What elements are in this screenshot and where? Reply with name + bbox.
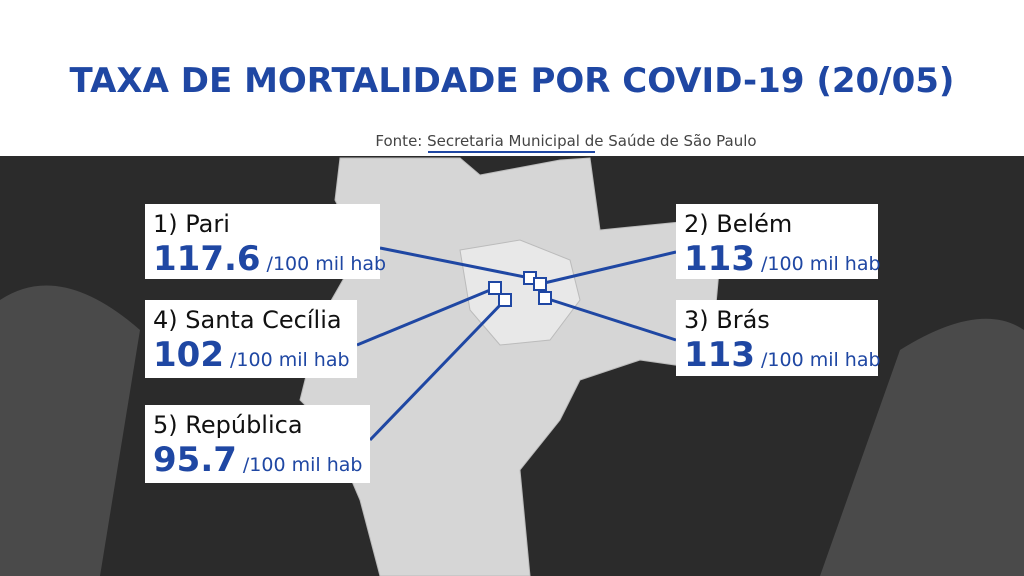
rate-value: 95.7: [153, 440, 237, 480]
map-relief: [0, 285, 1024, 576]
rate-value: 117.6: [153, 239, 261, 279]
marker: [533, 277, 547, 291]
marker: [538, 291, 552, 305]
rate-unit: /100 mil hab: [761, 253, 881, 275]
connector: [356, 286, 496, 347]
rate-value: 113: [684, 239, 755, 279]
marker: [488, 281, 502, 295]
rate-value: 113: [684, 335, 755, 375]
title: TAXA DE MORTALIDADE POR COVID-19 (20/05): [70, 61, 955, 101]
source: Fonte: Secretaria Municipal de Saúde de …: [375, 132, 756, 150]
rate-unit: /100 mil hab: [267, 253, 387, 275]
center-region: [459, 239, 581, 346]
label-box: [145, 300, 357, 378]
header-band: [0, 0, 1024, 156]
label-box: [676, 204, 878, 279]
rate-value: 102: [153, 335, 224, 375]
marker: [498, 293, 512, 307]
place-label: 5) República: [153, 411, 303, 439]
label-box: [676, 300, 878, 376]
rate-line: 102/100 mil hab: [153, 335, 350, 375]
place-label: 3) Brás: [684, 306, 770, 334]
connector: [544, 296, 677, 342]
connector: [539, 250, 677, 286]
rate-line: 95.7/100 mil hab: [153, 440, 362, 480]
label-box: [145, 405, 370, 483]
rate-line: 113/100 mil hab: [684, 335, 881, 375]
rate-unit: /100 mil hab: [243, 454, 363, 476]
connector: [379, 246, 531, 280]
place-label: 2) Belém: [684, 210, 792, 238]
rate-unit: /100 mil hab: [230, 349, 350, 371]
rate-unit: /100 mil hab: [761, 349, 881, 371]
connector: [368, 298, 507, 442]
rate-line: 113/100 mil hab: [684, 239, 881, 279]
place-label: 1) Pari: [153, 210, 230, 238]
rate-line: 117.6/100 mil hab: [153, 239, 386, 279]
label-box: [145, 204, 380, 279]
place-label: 4) Santa Cecília: [153, 306, 342, 334]
